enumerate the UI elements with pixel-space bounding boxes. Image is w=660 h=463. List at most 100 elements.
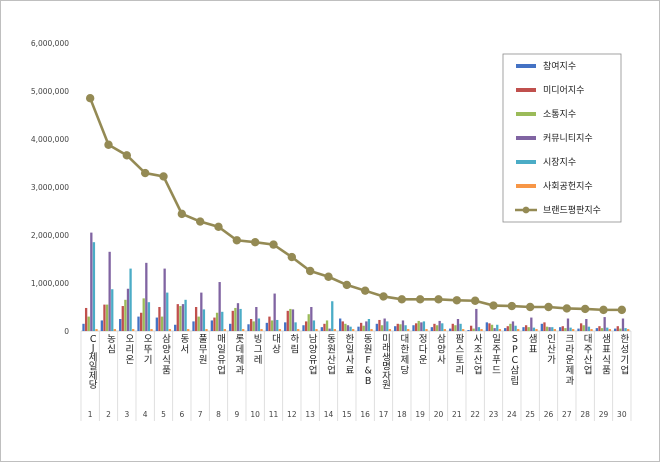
bar-2	[121, 306, 124, 331]
reputation-point	[269, 240, 278, 249]
reputation-point	[140, 168, 150, 178]
bar-6	[352, 329, 355, 331]
bar-6	[627, 329, 630, 331]
bar-4	[310, 307, 313, 331]
bar-3	[380, 325, 384, 331]
bar-1	[559, 327, 562, 331]
rank-label: 14	[324, 410, 334, 419]
bar-6	[572, 329, 575, 331]
bar-1	[375, 323, 378, 331]
rank-label: 27	[562, 410, 572, 419]
bar-3	[142, 298, 145, 331]
bar-3	[325, 320, 329, 331]
reputation-point	[195, 217, 205, 226]
bar-3	[252, 321, 255, 331]
bar-2	[359, 322, 363, 331]
reputation-point	[617, 305, 627, 315]
bar-2	[304, 321, 308, 331]
bar-4	[255, 307, 258, 331]
reputation-line	[85, 94, 627, 315]
bar-5	[276, 319, 279, 331]
bar-3	[289, 308, 292, 331]
y-tick-label: 6,000,000	[31, 39, 69, 48]
y-tick-label: 5,000,000	[31, 87, 69, 96]
rank-label: 5	[161, 410, 166, 419]
rank-label: 23	[489, 410, 499, 419]
bar-5	[294, 322, 297, 331]
bar-4	[456, 319, 460, 331]
bar-2	[194, 307, 198, 331]
axes: 0 1,000,000 2,000,000 3,000,000 4,000,000 5,0…	[31, 39, 632, 421]
legend-label: 사회공헌지수	[543, 181, 593, 192]
bar-5	[367, 319, 371, 331]
rank-label: 24	[507, 410, 517, 419]
bars	[82, 232, 630, 331]
reputation-point	[544, 302, 553, 312]
bar-5	[184, 299, 187, 331]
legend-label: 시장지수	[543, 157, 576, 168]
bar-6	[113, 329, 116, 331]
rank-label: 30	[617, 410, 627, 419]
reputation-point	[177, 209, 187, 219]
bar-5	[551, 327, 554, 331]
bar-4	[493, 328, 496, 331]
bar-3	[344, 323, 347, 331]
rank-label: 28	[580, 410, 590, 419]
bar-3	[417, 320, 420, 331]
rank-label: 18	[397, 410, 407, 419]
bar-2	[451, 323, 454, 331]
bar-4	[566, 318, 570, 331]
reputation-point	[562, 304, 572, 313]
bar-1	[100, 320, 103, 331]
bar-5	[624, 328, 627, 331]
bar-1	[155, 317, 158, 331]
bar-6	[205, 329, 208, 331]
legend-label: 커뮤니티지수	[543, 133, 593, 144]
bar-5	[111, 289, 114, 331]
bar-6	[480, 329, 483, 331]
bar-4	[548, 327, 551, 331]
bar-4	[383, 318, 386, 331]
legend-marker	[522, 206, 530, 214]
bar-1	[577, 328, 580, 331]
rank-label: 11	[269, 410, 279, 419]
reputation-point	[397, 295, 407, 304]
reputation-point	[599, 305, 608, 315]
bar-1	[82, 323, 85, 331]
y-tick-label: 2,000,000	[31, 231, 69, 240]
bar-1	[210, 320, 213, 331]
bar-4	[621, 318, 625, 331]
category-label: 동 원 F & B	[364, 334, 373, 387]
bar-5	[257, 318, 261, 331]
bar-2	[543, 322, 546, 331]
bar-6	[370, 329, 373, 331]
bar-3	[179, 306, 182, 331]
bar-5	[441, 323, 444, 331]
bar-3	[270, 320, 274, 331]
bar-6	[553, 329, 556, 331]
bar-4	[475, 308, 478, 331]
reputation-point	[232, 236, 242, 245]
bar-5	[129, 268, 132, 331]
rank-label: 25	[525, 410, 535, 419]
bar-3	[105, 304, 109, 331]
bar-6	[517, 329, 520, 331]
reputation-point	[470, 296, 480, 305]
reputation-point	[415, 295, 425, 304]
bar-6	[260, 329, 263, 331]
rank-label: 10	[250, 410, 260, 419]
reputation-point	[287, 252, 297, 262]
bar-1	[467, 330, 470, 331]
bar-5	[496, 324, 499, 331]
bar-3	[619, 328, 622, 331]
bar-1	[192, 321, 195, 331]
bar-4	[145, 262, 148, 331]
